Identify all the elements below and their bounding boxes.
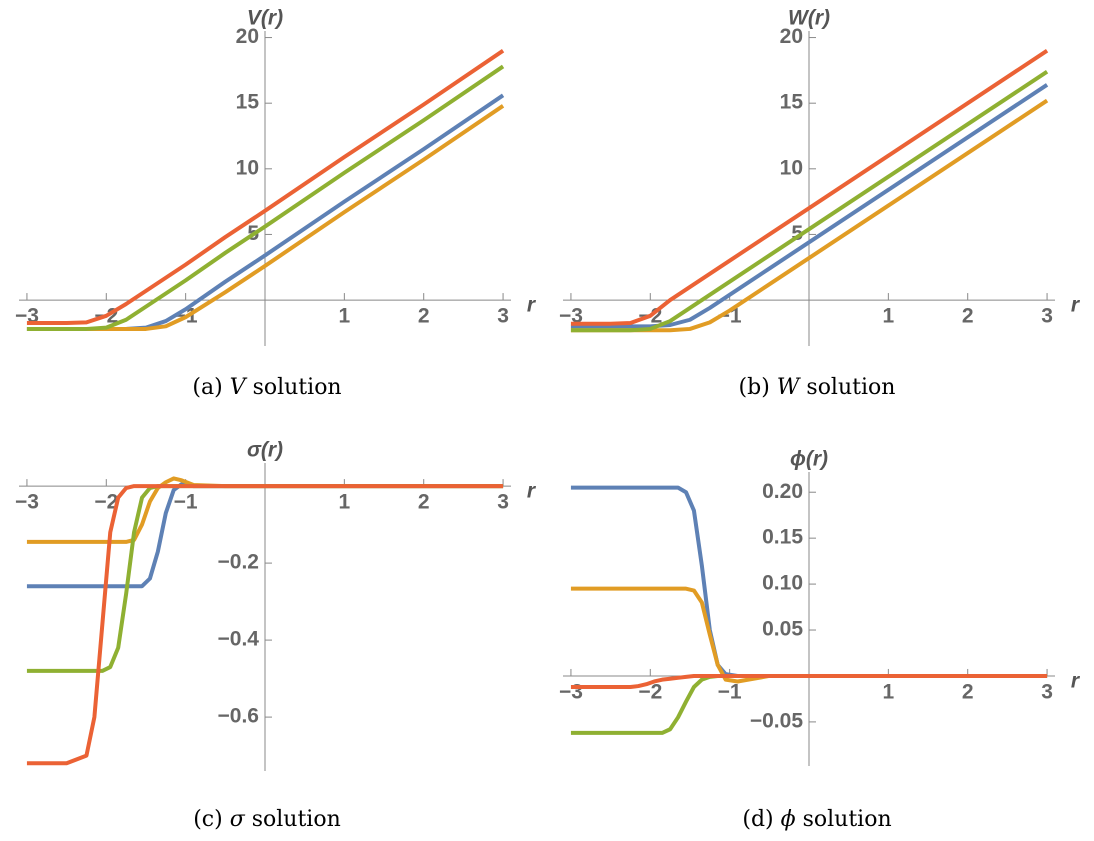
x-tick-label: 2	[962, 305, 974, 328]
y-axis-label: σ(r)	[247, 439, 283, 462]
caption-part: ϕ	[774, 807, 796, 832]
x-tick-label: 2	[962, 681, 974, 704]
caption-part: solution	[796, 807, 892, 832]
x-tick-label: 1	[883, 681, 895, 704]
y-tick-label: 20	[236, 25, 259, 48]
series-line	[570, 49, 1049, 326]
y-tick-label: −0.2	[218, 551, 259, 574]
series-line	[26, 49, 505, 326]
caption-part: (b)	[739, 375, 770, 400]
x-axis-label: r	[1071, 670, 1081, 693]
y-axis-label: V(r)	[247, 7, 283, 30]
caption-part: (d)	[742, 807, 773, 832]
y-axis-label: W(r)	[788, 7, 830, 30]
series-line	[26, 484, 504, 766]
x-axis-label: r	[1071, 294, 1081, 317]
series-line	[570, 70, 1049, 333]
y-tick-label: −0.6	[218, 705, 259, 728]
caption-part: (a)	[192, 375, 222, 400]
caption-part: V	[223, 375, 248, 400]
caption: (b) W solution	[739, 375, 896, 400]
y-tick-label: 0.05	[762, 618, 803, 641]
x-axis-label: r	[527, 294, 537, 317]
series-line	[570, 83, 1049, 329]
y-tick-label: 15	[780, 91, 804, 114]
caption-part: solution	[245, 807, 341, 832]
y-tick-label: 15	[236, 91, 260, 114]
x-tick-label: 3	[1041, 681, 1053, 704]
series-line	[570, 673, 1048, 689]
x-tick-label: −1	[174, 491, 198, 514]
y-tick-label: 20	[780, 25, 803, 48]
x-tick-label: −3	[15, 491, 39, 514]
caption-part: solution	[799, 375, 895, 400]
y-tick-label: 0.15	[762, 526, 803, 549]
y-axis-label: ϕ(r)	[790, 448, 828, 471]
caption: (c) σ solution	[193, 807, 341, 832]
caption-part: σ	[223, 807, 246, 832]
x-tick-label: 3	[497, 305, 509, 328]
x-tick-label: −1	[718, 681, 742, 704]
x-tick-label: 3	[1041, 305, 1053, 328]
caption-part: (c)	[193, 807, 223, 832]
x-tick-label: −3	[559, 681, 583, 704]
y-tick-label: 0.10	[762, 572, 803, 595]
x-tick-label: 3	[497, 491, 509, 514]
y-tick-label: 10	[780, 156, 803, 179]
x-tick-label: 1	[339, 491, 351, 514]
x-tick-label: −1	[718, 305, 742, 328]
caption-part: solution	[246, 375, 342, 400]
y-tick-label: −0.05	[750, 709, 803, 732]
panel: −3 −2 −1 1 2 3−0.050.050.100.150.20ϕ(r)r(d) ϕ…	[559, 448, 1081, 832]
series-line	[26, 64, 505, 331]
y-tick-label: −0.4	[218, 628, 260, 651]
x-tick-label: 2	[418, 305, 430, 328]
y-tick-label: 10	[236, 156, 259, 179]
panel: −3 −2 −1 1 2 3 −0.2 −0.4 −0.6 σ(r) r (c) σ solution	[15, 439, 537, 832]
caption: (a) V solution	[192, 375, 341, 400]
x-tick-label: −2	[94, 491, 118, 514]
x-tick-label: 1	[883, 305, 895, 328]
x-tick-label: 2	[418, 491, 430, 514]
x-axis-label: r	[527, 480, 537, 503]
caption-part: W	[770, 375, 802, 400]
x-tick-label: 1	[339, 305, 351, 328]
caption: (d) ϕ solution	[742, 807, 891, 832]
y-tick-label: 0.20	[762, 480, 803, 503]
